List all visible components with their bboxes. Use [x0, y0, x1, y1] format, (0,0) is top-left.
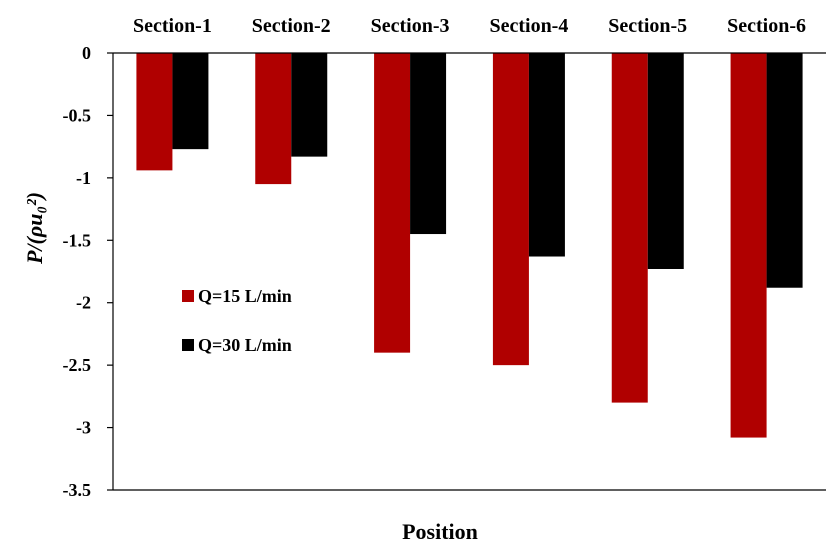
y-tick-label: -2.5 — [63, 355, 92, 375]
legend: Q=15 L/min Q=30 L/min — [182, 286, 292, 355]
axes-layer — [107, 52, 826, 491]
y-axis-title: P/(ρu₀²) — [22, 192, 47, 265]
bar-q15-section-6 — [730, 53, 767, 438]
y-tick-label: -1.5 — [63, 230, 92, 250]
legend-swatch-q15 — [182, 290, 194, 302]
labels-layer: 0 -0.5 -1 -1.5 -2 -2.5 -3 -3.5 Section-1 Section-… — [63, 15, 807, 500]
bar-q15-section-5 — [611, 53, 648, 403]
x-axis-title: Position — [402, 519, 478, 542]
category-label-section-2: Section-2 — [252, 15, 331, 37]
category-label-section-1: Section-1 — [133, 15, 212, 37]
category-label-section-5: Section-5 — [608, 15, 687, 37]
bar-q30-section-5 — [647, 53, 684, 270]
y-tick-label: 0 — [82, 43, 91, 63]
y-tick-label: -3.5 — [63, 480, 92, 500]
y-tick-label: -3 — [76, 418, 91, 438]
legend-swatch-q30 — [182, 339, 194, 351]
category-label-section-4: Section-4 — [489, 15, 568, 37]
bar-q30-section-6 — [766, 53, 803, 288]
bar-q15-section-3 — [374, 53, 411, 353]
bar-q15-section-1 — [136, 53, 173, 171]
bar-q30-section-1 — [172, 53, 209, 150]
y-tick-label: -2 — [76, 293, 91, 313]
bar-q15-section-2 — [255, 53, 292, 185]
legend-label-q15: Q=15 L/min — [198, 286, 292, 306]
bar-q30-section-3 — [410, 53, 447, 235]
bar-q15-section-4 — [492, 53, 529, 366]
category-label-section-3: Section-3 — [371, 15, 450, 37]
bars-layer — [136, 53, 803, 438]
bar-q30-section-2 — [291, 53, 328, 157]
legend-label-q30: Q=30 L/min — [198, 335, 292, 355]
bar-q30-section-4 — [528, 53, 565, 257]
y-tick-label: -0.5 — [63, 105, 92, 125]
category-label-section-6: Section-6 — [727, 15, 806, 37]
y-tick-label: -1 — [76, 168, 91, 188]
